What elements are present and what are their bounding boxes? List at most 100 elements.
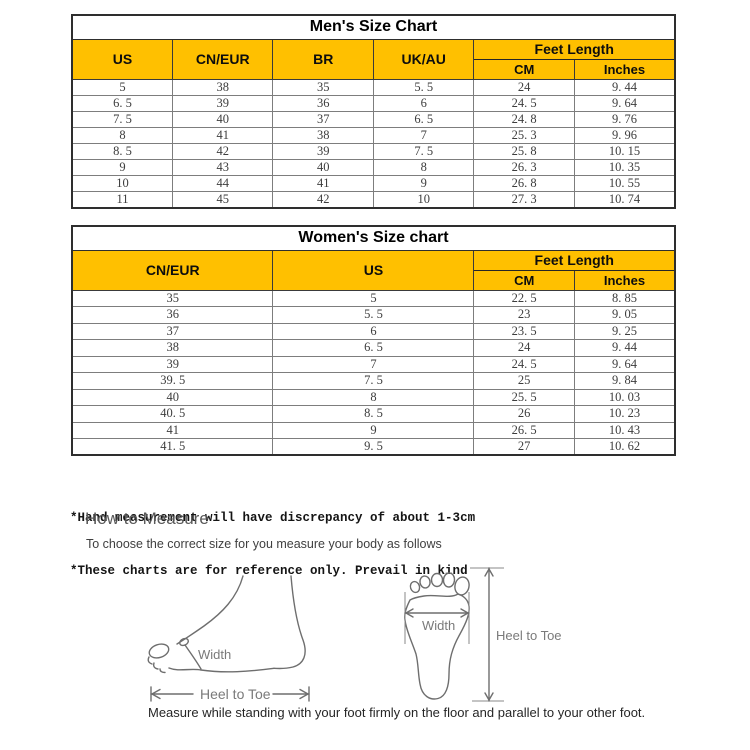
size-cell: 6 (272, 322, 475, 340)
size-cell: 41 (71, 421, 274, 439)
col-header-feet-length: Feet Length (473, 249, 676, 271)
foot-sole-view-diagram: Width Heel to Toe (404, 567, 562, 702)
size-cell: 23. 5 (473, 322, 575, 340)
size-cell: 10. 15 (573, 142, 676, 160)
table-row: 36 5. 5 23 9. 05 (71, 306, 676, 324)
mens-size-table: Men's Size Chart US CN/EUR BR UK/AU Feet… (71, 14, 676, 209)
size-cell: 9 (272, 421, 475, 439)
size-cell: 9 (71, 158, 173, 176)
size-cell: 41. 5 (71, 438, 274, 456)
size-cell: 25. 5 (473, 388, 575, 406)
size-cell: 38 (171, 78, 274, 96)
size-cell: 41 (171, 126, 274, 144)
size-cell: 24 (473, 339, 575, 357)
how-to-measure-subtitle: To choose the correct size for you measu… (86, 537, 442, 551)
foot-sole-outline (404, 572, 470, 700)
table-row: 6. 5 39 36 6 24. 5 9. 64 (71, 94, 676, 112)
womens-size-table: Women's Size chart CN/EUR US Feet Length… (71, 225, 676, 456)
size-cell: 24. 5 (473, 355, 575, 373)
size-cell: 39 (272, 142, 374, 160)
size-cell: 40 (272, 158, 374, 176)
footnotes: *Hand measurement will have discrepancy … (70, 475, 475, 615)
size-cell: 42 (272, 190, 374, 208)
col-header-us: US (272, 249, 475, 291)
size-cell: 27. 3 (473, 190, 575, 208)
mens-subheader-row: CM Inches (72, 58, 676, 80)
col-header-br: BR (272, 38, 374, 80)
size-cell: 35 (272, 78, 374, 96)
size-cell: 9. 64 (573, 94, 676, 112)
size-cell: 26. 3 (473, 158, 575, 176)
col-header-cm: CM (473, 269, 575, 291)
size-cell: 36 (71, 306, 274, 324)
size-cell: 24. 8 (473, 110, 575, 128)
size-cell: 43 (171, 158, 274, 176)
size-cell: 22. 5 (473, 289, 575, 307)
size-cell: 5 (71, 78, 173, 96)
size-cell: 39. 5 (71, 372, 274, 390)
col-header-cn-eur: CN/EUR (71, 249, 274, 291)
table-row: 9 43 40 8 26. 3 10. 35 (71, 158, 676, 176)
table-row: 41. 5 9. 5 27 10. 62 (71, 438, 676, 456)
size-cell: 38 (71, 339, 274, 357)
size-cell: 7. 5 (372, 142, 475, 160)
size-cell: 7 (272, 355, 475, 373)
size-cell: 37 (71, 322, 274, 340)
note-line: *Hand measurement will have discrepancy … (70, 511, 476, 525)
size-cell: 9. 84 (573, 372, 676, 390)
note-line: *These charts are for reference only. Pr… (70, 563, 468, 578)
size-cell: 9. 5 (272, 438, 475, 456)
measure-caption: Measure while standing with your foot fi… (148, 705, 646, 720)
col-header-cm: CM (473, 58, 575, 80)
size-cell: 9. 44 (573, 339, 676, 357)
col-header-inches: Inches (573, 269, 676, 291)
sole-heel-to-toe-arrow (470, 567, 504, 702)
size-cell: 41 (272, 174, 374, 192)
table-row: 41 9 26. 5 10. 43 (71, 421, 676, 439)
mens-header-row: US CN/EUR BR UK/AU Feet Length (71, 38, 676, 80)
size-cell: 24. 5 (473, 94, 575, 112)
womens-chart-title-row: Women's Size chart (71, 225, 676, 251)
size-cell: 8. 5 (71, 142, 173, 160)
side-width-label: Width (198, 647, 231, 662)
table-row: 11 45 42 10 27. 3 10. 74 (71, 190, 676, 208)
side-heel-to-toe-label: Heel to Toe (200, 686, 271, 702)
womens-header-row: CN/EUR US Feet Length (71, 249, 676, 291)
table-row: 7. 5 40 37 6. 5 24. 8 9. 76 (71, 110, 676, 128)
sole-heel-to-toe-label: Heel to Toe (496, 628, 562, 643)
heel-to-toe-arrow (150, 686, 310, 702)
size-cell: 9. 05 (573, 306, 676, 324)
size-cell: 42 (171, 142, 274, 160)
size-cell: 8 (372, 158, 475, 176)
size-cell: 10. 03 (573, 388, 676, 406)
size-cell: 25 (473, 372, 575, 390)
table-row: 35 5 22. 5 8. 85 (71, 289, 676, 307)
size-cell: 11 (71, 190, 173, 208)
sole-width-arrow (404, 592, 470, 644)
table-row: 40. 5 8. 5 26 10. 23 (71, 405, 676, 423)
size-cell: 26. 8 (473, 174, 575, 192)
size-cell: 10. 23 (573, 405, 676, 423)
size-cell: 9. 64 (573, 355, 676, 373)
size-cell: 8 (71, 126, 173, 144)
womens-table-body: 35 5 22. 5 8. 85 36 5. 5 23 9. 05 37 6 23. 5 9. 25 3… (71, 289, 676, 456)
foot-side-outline (147, 575, 306, 674)
size-cell: 10. 43 (573, 421, 676, 439)
size-cell: 35 (71, 289, 274, 307)
size-cell: 9. 44 (573, 78, 676, 96)
mens-chart-title-row: Men's Size Chart (71, 14, 676, 40)
col-header-uk-au: UK/AU (372, 38, 475, 80)
table-row: 5 38 35 5. 5 24 9. 44 (71, 78, 676, 96)
size-cell: 5. 5 (272, 306, 475, 324)
size-cell: 40 (171, 110, 274, 128)
size-cell: 36 (272, 94, 374, 112)
mens-chart-title: Men's Size Chart (71, 14, 676, 40)
table-row: 40 8 25. 5 10. 03 (71, 388, 676, 406)
size-cell: 8. 85 (573, 289, 676, 307)
col-header-cn-eur: CN/EUR (171, 38, 274, 80)
table-row: 39 7 24. 5 9. 64 (71, 355, 676, 373)
size-cell: 5. 5 (372, 78, 475, 96)
size-cell: 26 (473, 405, 575, 423)
size-cell: 10 (71, 174, 173, 192)
